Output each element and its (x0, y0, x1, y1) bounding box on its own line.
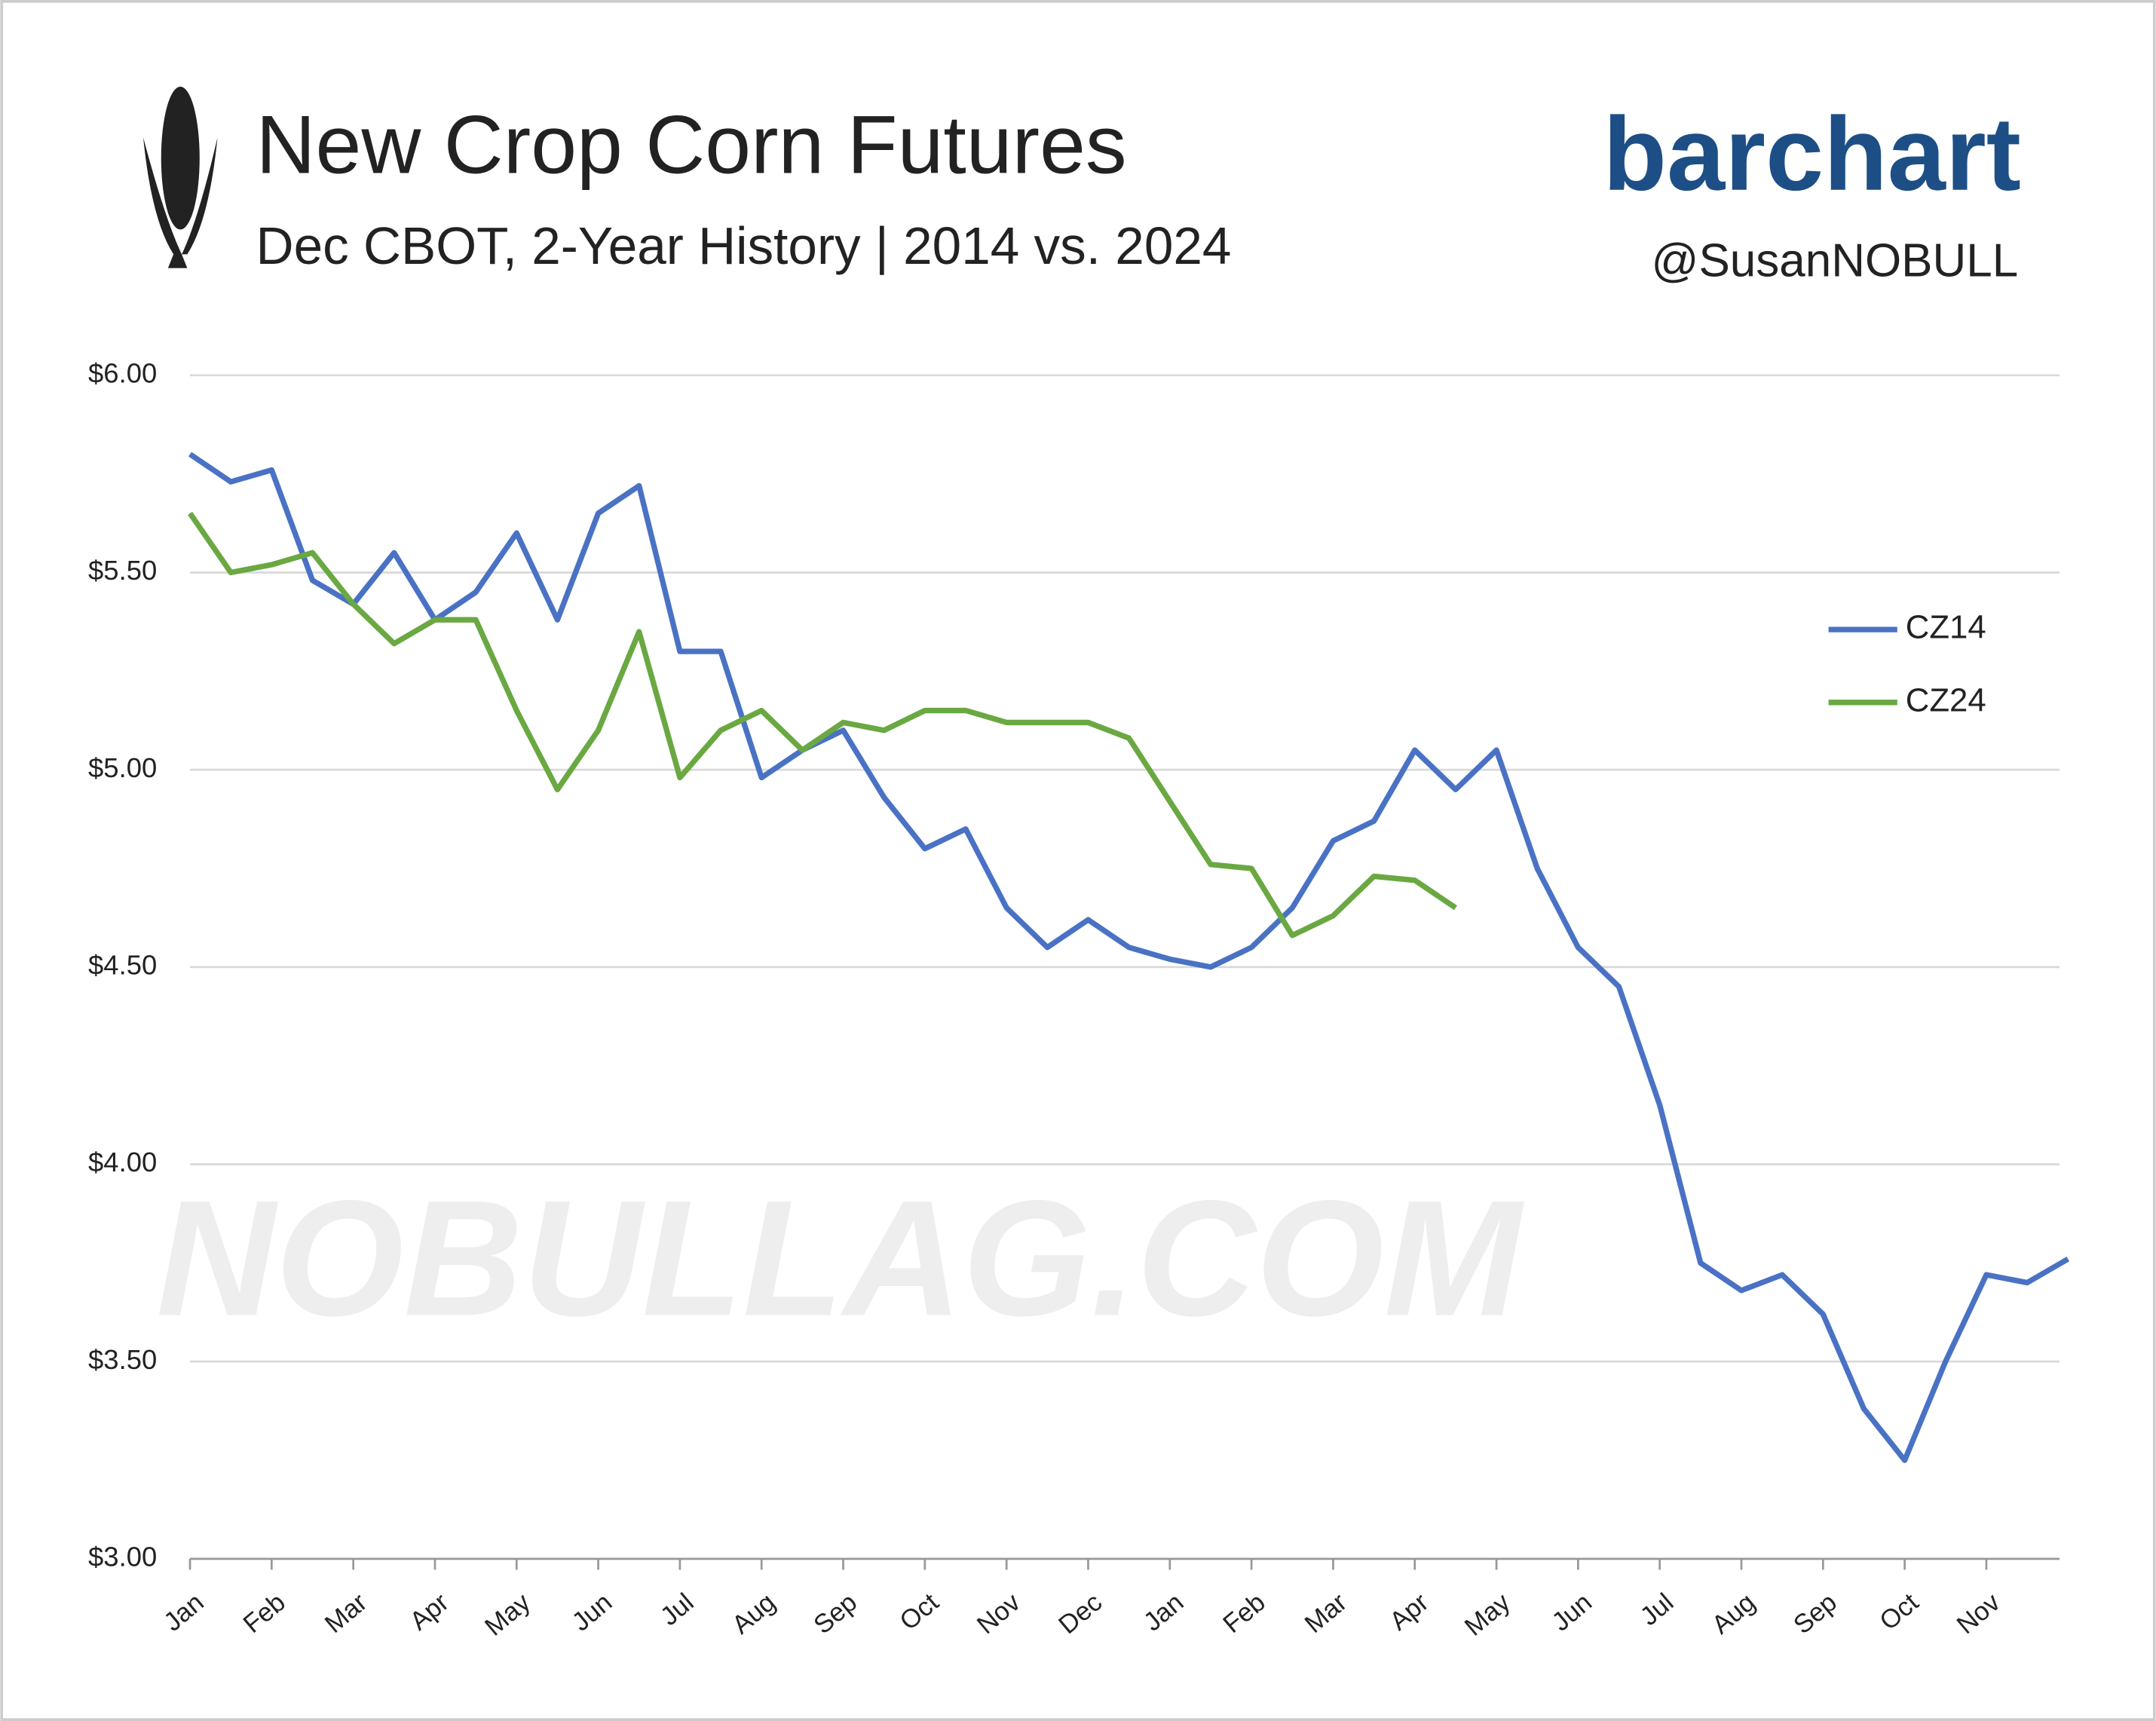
brand: barchart (1603, 96, 2021, 213)
y-tick-label: $3.50 (88, 1344, 157, 1375)
handle: @SusanNOBULL (1652, 234, 2019, 286)
subtitle: Dec CBOT, 2-Year History | 2014 vs. 2024 (256, 216, 1232, 275)
watermark: NOBULLAG.COM (156, 1167, 1525, 1351)
y-tick-label: $6.00 (88, 357, 157, 388)
corn-icon (143, 86, 218, 268)
series-line (188, 511, 1457, 939)
y-tick-label: $3.00 (88, 1541, 157, 1572)
y-tick-label: $5.50 (88, 555, 157, 586)
y-tick-label: $5.00 (88, 752, 157, 783)
y-tick-label: $4.00 (88, 1147, 157, 1177)
y-tick-label: $4.50 (88, 949, 157, 980)
legend-label: CZ24 (1906, 681, 1986, 718)
legend-label: CZ14 (1906, 609, 1986, 646)
series-line (188, 452, 2070, 1463)
title: New Crop Corn Futures (256, 99, 1127, 191)
